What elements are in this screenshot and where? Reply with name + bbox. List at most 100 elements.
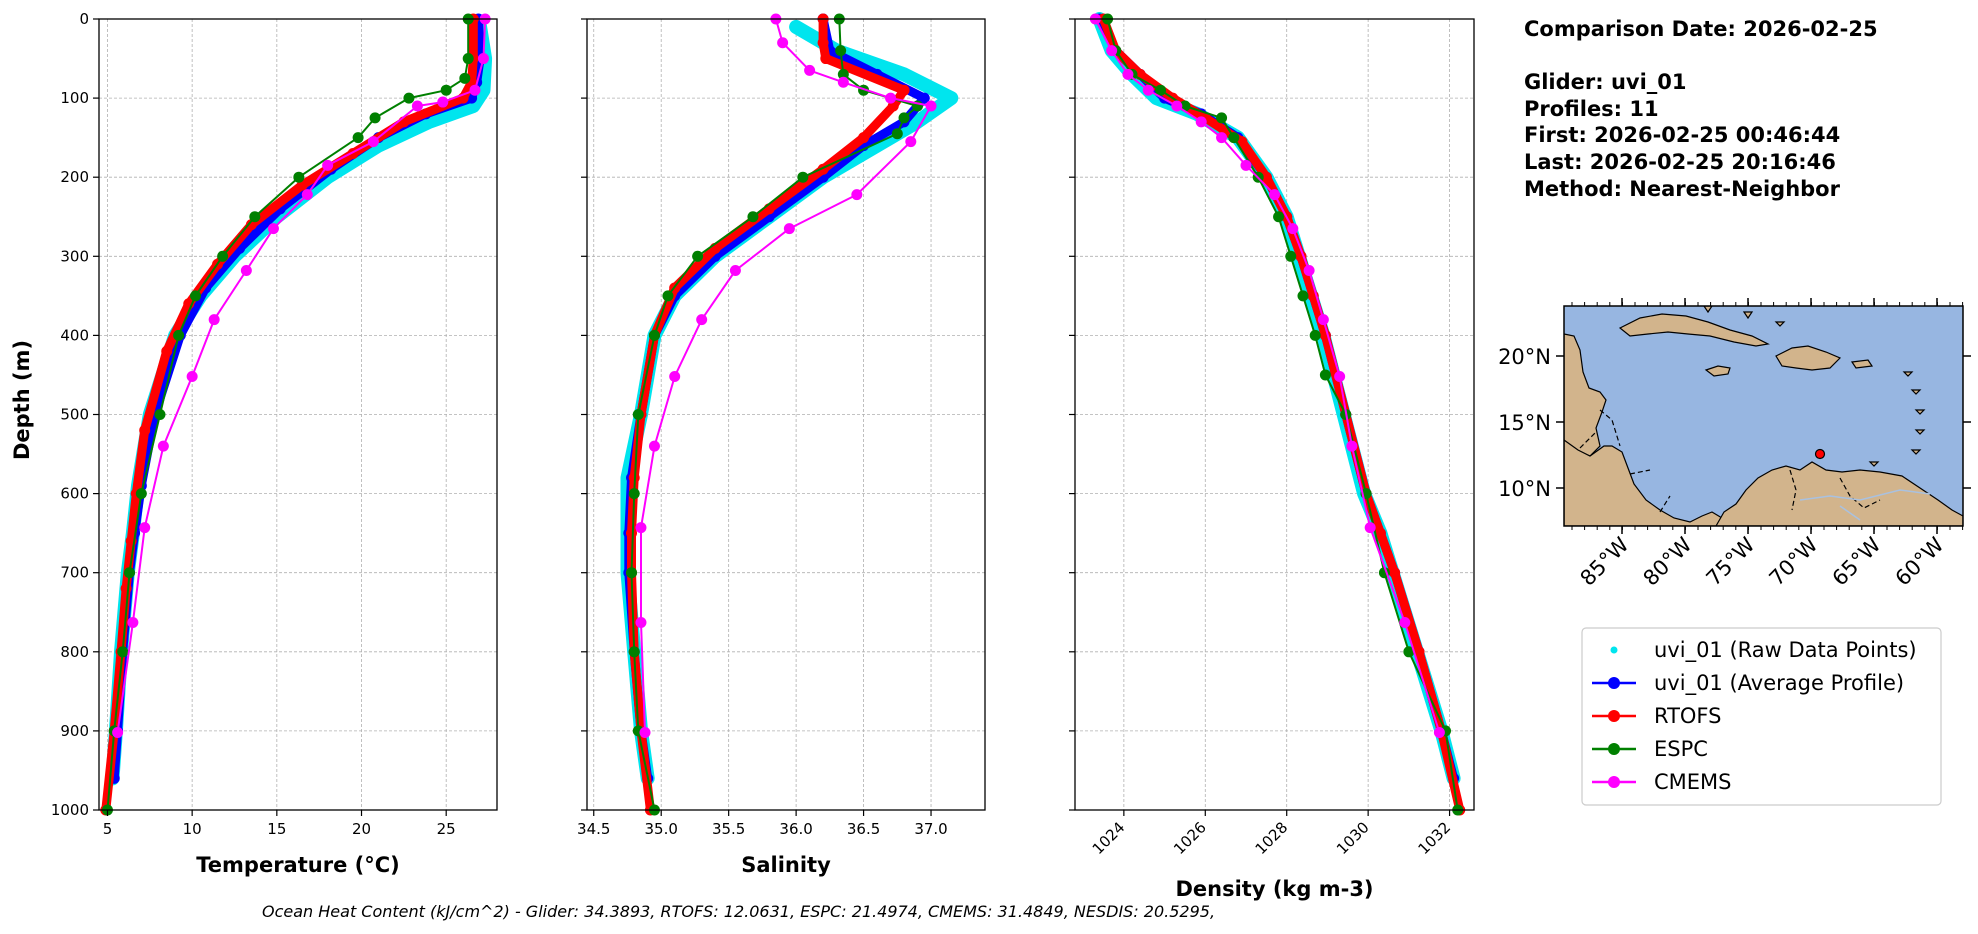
series-uvi-01-raw-data-points-band [620,19,959,786]
series-uvi-01-raw-data-points-point [900,70,909,79]
series-uvi-01-raw-data-points-band [105,19,493,786]
series-cmems-point [208,314,220,326]
glider-location-marker [1814,448,1826,460]
series-espc-point [217,250,229,262]
series-cmems-point [139,522,151,534]
series-espc-point [352,132,364,144]
x-tick-label: 1024 [1089,818,1129,858]
series-rtofs-point [1236,136,1248,148]
legend-item-rtofs: RTOFS [1592,704,1721,728]
series-cmems-point [1399,617,1411,629]
series-uvi-01-raw-data-points-point [425,117,434,126]
legend-label: uvi_01 (Raw Data Points) [1654,638,1917,663]
series-cmems-point [112,726,124,738]
series-cmems-point [1122,68,1134,80]
y-tick-label: 200 [60,168,89,186]
series-cmems-point [1171,100,1183,112]
series-uvi-01-average-profile-line [624,14,929,783]
map-frame [1563,305,1964,527]
lon-tick-label: 75°W [1702,532,1760,590]
series-cmems-point [804,64,816,76]
x-axis-label: Salinity [741,853,831,877]
series-uvi-01-raw-data-points-point [947,94,956,103]
lat-tick-label: 20°N [1498,345,1551,369]
legend-marker-swatch [1608,677,1620,689]
y-axis-label: Depth (m) [10,340,34,460]
series-cmems-point [157,440,169,452]
y-tick-label: 300 [60,247,89,265]
series-cmems-point [669,371,681,383]
series-group [1089,12,1466,816]
series-uvi-01-raw-data-points-point [479,86,488,95]
x-tick-label: 34.5 [577,820,610,838]
series-cmems-point [696,314,708,326]
series-cmems-point [1216,132,1228,144]
series-cmems-point [1346,440,1358,452]
lat-tick-label: 15°N [1498,411,1551,435]
series-espc-point [293,171,305,183]
x-tick-label: 36.0 [779,820,812,838]
x-tick-label: 25 [437,820,456,838]
series-espc-point [1228,132,1240,144]
series-uvi-01-raw-data-points-point [913,117,922,126]
series-espc-point [1297,290,1309,302]
series-espc-point [632,409,644,420]
series-cmems-point [240,265,252,277]
x-tick-label: 1026 [1170,818,1210,858]
x-axis-label: Density (kg m-3) [1175,877,1373,901]
legend-label: ESPC [1654,737,1708,761]
series-rtofs-point [139,424,151,436]
series-cmems-point [851,189,863,201]
series-cmems-point [477,53,489,65]
series-cmems-point [1142,84,1154,96]
x-tick-label: 1028 [1252,818,1292,858]
x-tick-label: 37.0 [914,820,947,838]
legend-frame [1581,627,1942,806]
series-rtofs-point [898,84,910,96]
series-espc-point [123,567,135,579]
series-espc-point [692,250,704,262]
legend-item-uvi-01-average-profile: uvi_01 (Average Profile) [1592,671,1904,696]
series-espc-point [135,488,147,500]
series-espc-point [462,53,474,65]
last-profile-time: Last: 2026-02-25 20:16:46 [1524,150,1836,174]
series-espc-point [837,68,849,80]
axes-frame [1074,18,1475,811]
x-axis-label: Temperature (°C) [196,853,399,877]
x-tick-label: 36.5 [847,820,880,838]
legend-marker-swatch [1608,743,1620,755]
series-rtofs-point [1374,527,1386,539]
density-panel: 1024 1026 1028 1030 1032 Density (kg m-3) [1069,12,1475,901]
x-tick-label: 35.0 [645,820,678,838]
legend-item-cmems: CMEMS [1592,770,1732,794]
map-land [1564,306,1963,526]
info-block: Comparison Date: 2026-02-25 Glider: uvi_… [1524,17,1878,201]
series-cmems-point [635,617,647,629]
series-cmems-point [1303,265,1315,277]
y-tick-label: 400 [60,326,89,344]
series-espc-point [1309,329,1321,341]
series-rtofs-point [858,132,870,144]
lon-tick-label: 70°W [1765,532,1823,590]
land-puerto-rico [1850,359,1874,369]
lon-tick-label: 65°W [1828,532,1886,590]
series-rtofs-point [820,53,832,65]
profile-count: Profiles: 11 [1524,97,1659,121]
series-cmems-point [411,100,423,112]
land-cuba [1618,313,1770,347]
series-cmems-point [469,84,481,96]
series-espc-point [835,45,847,57]
series-uvi-01-average-profile-point [918,92,930,104]
series-cmems-point [1269,189,1280,201]
series-cmems-line [1094,18,1441,733]
series-rtofs-point [1389,567,1401,579]
x-tick-label: 1032 [1414,818,1454,858]
first-profile-time: First: 2026-02-25 00:46:44 [1524,123,1840,147]
land-jamaica [1704,365,1731,377]
series-rtofs-point [161,345,173,357]
series-cmems-point [639,726,651,738]
series-cmems-point [437,96,449,108]
series-espc-point [117,646,129,658]
legend-point-swatch [1610,646,1618,654]
series-cmems-point [1240,159,1252,171]
